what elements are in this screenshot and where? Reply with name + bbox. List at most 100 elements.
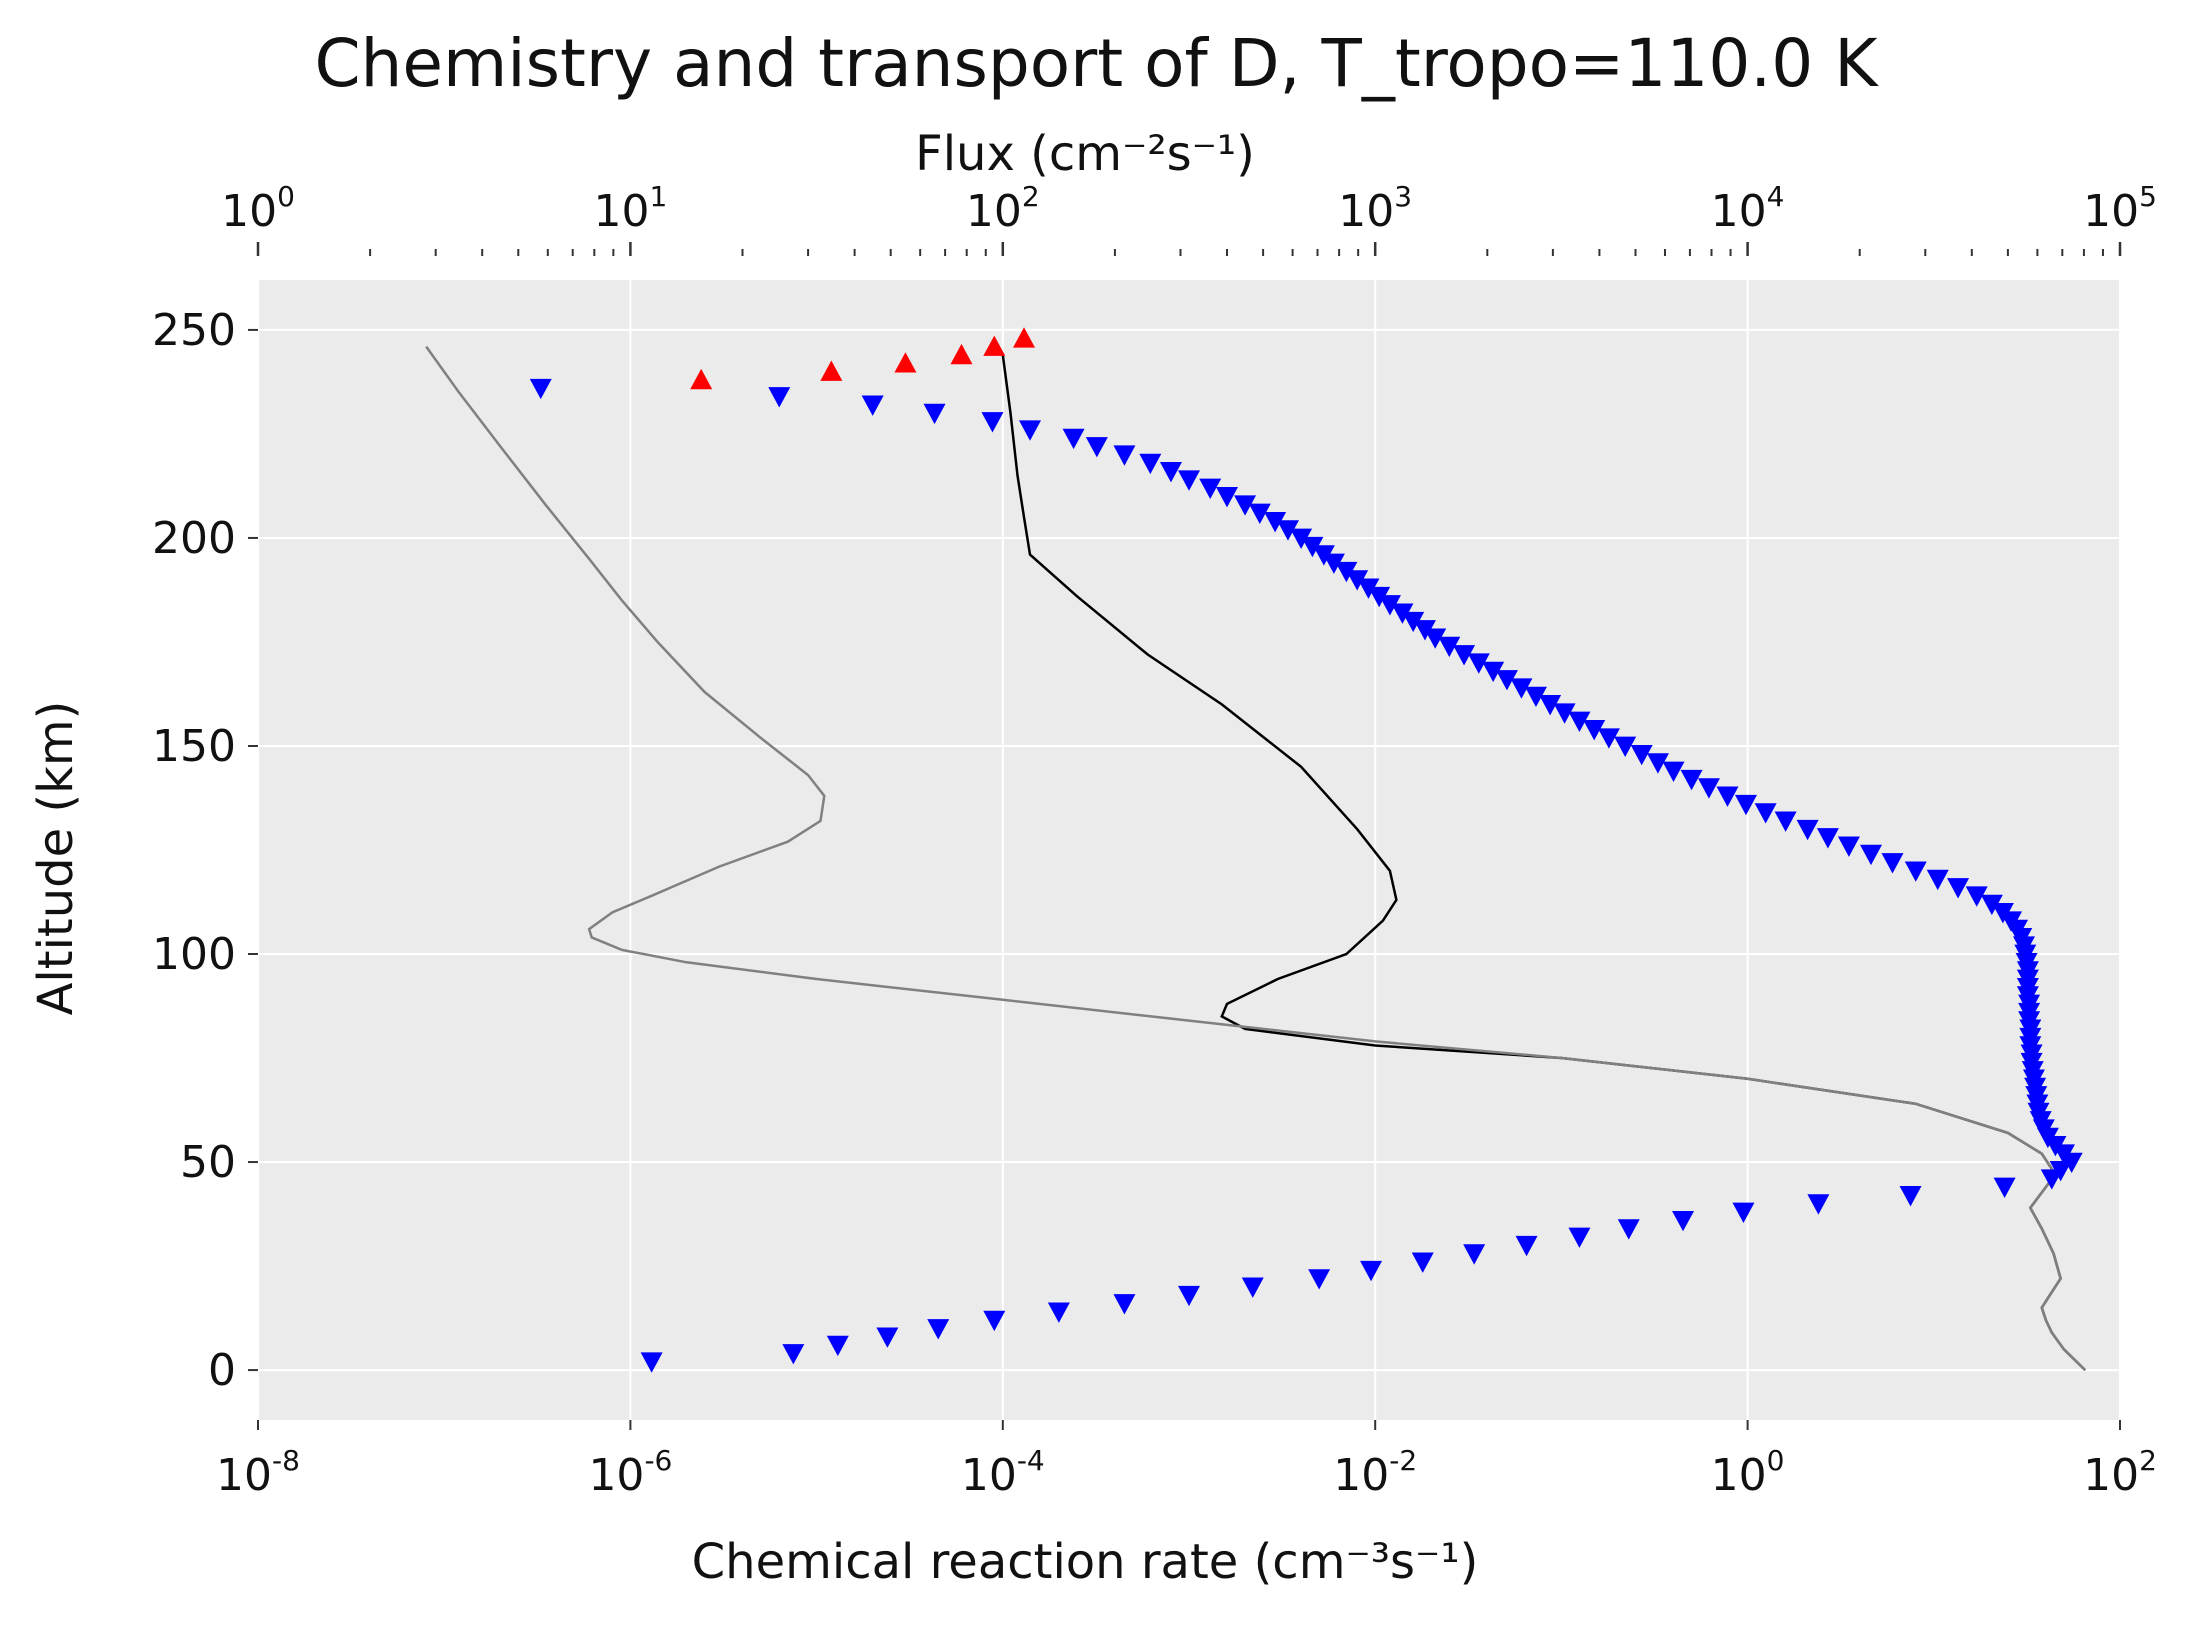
data-point-down	[1583, 719, 1606, 741]
data-point-down	[1774, 811, 1797, 832]
data-point-down	[1515, 1235, 1538, 1257]
data-point-down	[1234, 495, 1257, 516]
plot-area	[258, 280, 2120, 1420]
grid	[257, 280, 2121, 1420]
data-point-down	[1630, 744, 1653, 766]
data-point-down	[1837, 836, 1860, 857]
y-tick-label: 50	[180, 1137, 236, 1188]
data-point-down	[1346, 570, 1369, 591]
data-point-down	[1113, 445, 1136, 466]
data-point-down	[1241, 1277, 1264, 1298]
data-point-down	[1276, 520, 1299, 541]
data-point-down	[1264, 511, 1287, 533]
data-point-up	[1013, 327, 1036, 348]
data-point-down	[1360, 1260, 1383, 1282]
y-tick-label: 250	[152, 305, 236, 356]
data-point-down	[1662, 761, 1685, 782]
data-point-down	[1312, 545, 1335, 566]
data-point-down	[1568, 1227, 1591, 1248]
data-point-down	[1411, 1252, 1434, 1273]
data-point-down	[861, 395, 884, 416]
data-point-down	[1216, 487, 1239, 508]
data-point-down	[2052, 1144, 2075, 1165]
data-point-down	[1904, 861, 1927, 882]
data-point-down	[927, 1319, 950, 1340]
data-point-down	[1357, 578, 1380, 599]
data-point-down	[1062, 428, 1085, 450]
data-point-down	[1510, 678, 1533, 699]
data-point-down	[1614, 736, 1637, 757]
data-point-down	[1085, 437, 1108, 458]
data-point-down	[1438, 636, 1461, 658]
data-point-down	[1796, 819, 1819, 841]
marker-series-layer	[529, 327, 2083, 1373]
data-point-down	[983, 1310, 1006, 1332]
data-point-down	[1322, 553, 1345, 574]
data-point-down	[1860, 844, 1883, 866]
data-point-down	[1716, 786, 1739, 807]
data-point-down	[1947, 878, 1970, 899]
data-point-down	[1402, 611, 1425, 633]
data-point-down	[1816, 828, 1839, 849]
data-point-up	[820, 360, 843, 381]
x-tick-label: 10-6	[588, 1444, 672, 1501]
y-tick-label: 0	[208, 1345, 236, 1396]
data-point-down	[529, 378, 552, 400]
y-axis-label: Altitude (km)	[28, 701, 84, 1016]
data-point-down	[768, 387, 791, 408]
data-point-down	[1139, 453, 1162, 475]
x-axis-label: Chemical reaction rate (cm⁻³s⁻¹)	[692, 1534, 1479, 1590]
data-point-down	[1178, 470, 1200, 491]
y-tick-label: 200	[152, 513, 236, 564]
data-point-down	[782, 1344, 805, 1365]
data-point-up	[894, 352, 917, 373]
data-point-down	[1335, 561, 1358, 583]
data-point-down	[1019, 420, 1042, 441]
data-point-down	[1553, 703, 1576, 724]
data-point-down	[1301, 536, 1324, 558]
data-point-down	[1597, 728, 1620, 749]
data-point-down	[1248, 503, 1271, 524]
top-tick-label: 104	[1711, 180, 1785, 237]
line-series-layer	[425, 345, 2087, 1371]
data-point-down	[876, 1327, 899, 1348]
data-point-down	[1899, 1185, 1922, 1207]
data-point-down	[1617, 1219, 1640, 1240]
axes: 10-8 10-6 10-4 10-2 100 102050100150200250100…	[152, 180, 2157, 1501]
data-point-down	[2049, 1161, 2072, 1182]
data-point-down	[1199, 478, 1222, 500]
data-point-down	[1368, 586, 1391, 608]
data-point-down	[1807, 1194, 1830, 1215]
data-point-up	[690, 368, 713, 390]
data-point-down	[1378, 595, 1401, 616]
data-point-down	[1424, 628, 1447, 649]
data-point-down	[1463, 1244, 1486, 1265]
data-point-down	[1308, 1269, 1331, 1290]
data-point-down	[1680, 769, 1703, 791]
data-point-down	[1482, 661, 1505, 683]
chart-title: Chemistry and transport of D, T_tropo=11…	[314, 25, 1879, 102]
y-tick-label: 150	[152, 721, 236, 772]
data-point-down	[923, 403, 946, 425]
data-point-down	[1467, 653, 1490, 674]
data-point-down	[1524, 686, 1547, 708]
data-point-down	[1926, 869, 1949, 891]
data-point-down	[1113, 1294, 1136, 1315]
data-point-down	[826, 1335, 849, 1357]
data-point-up	[983, 335, 1006, 356]
top-axis-label: Flux (cm⁻²s⁻¹)	[915, 126, 1255, 182]
data-point-down	[1453, 645, 1476, 666]
data-point-down	[1568, 711, 1591, 733]
data-point-down	[1646, 753, 1669, 774]
data-point-down	[1290, 528, 1313, 549]
data-point-down	[1178, 1285, 1200, 1307]
data-point-down	[981, 412, 1004, 433]
y-tick-label: 100	[152, 929, 236, 980]
data-point-down	[1881, 853, 1904, 874]
data-point-down	[1754, 803, 1777, 824]
series-line-3	[425, 345, 2087, 1371]
data-point-down	[640, 1352, 663, 1373]
data-point-down	[1047, 1302, 1070, 1323]
